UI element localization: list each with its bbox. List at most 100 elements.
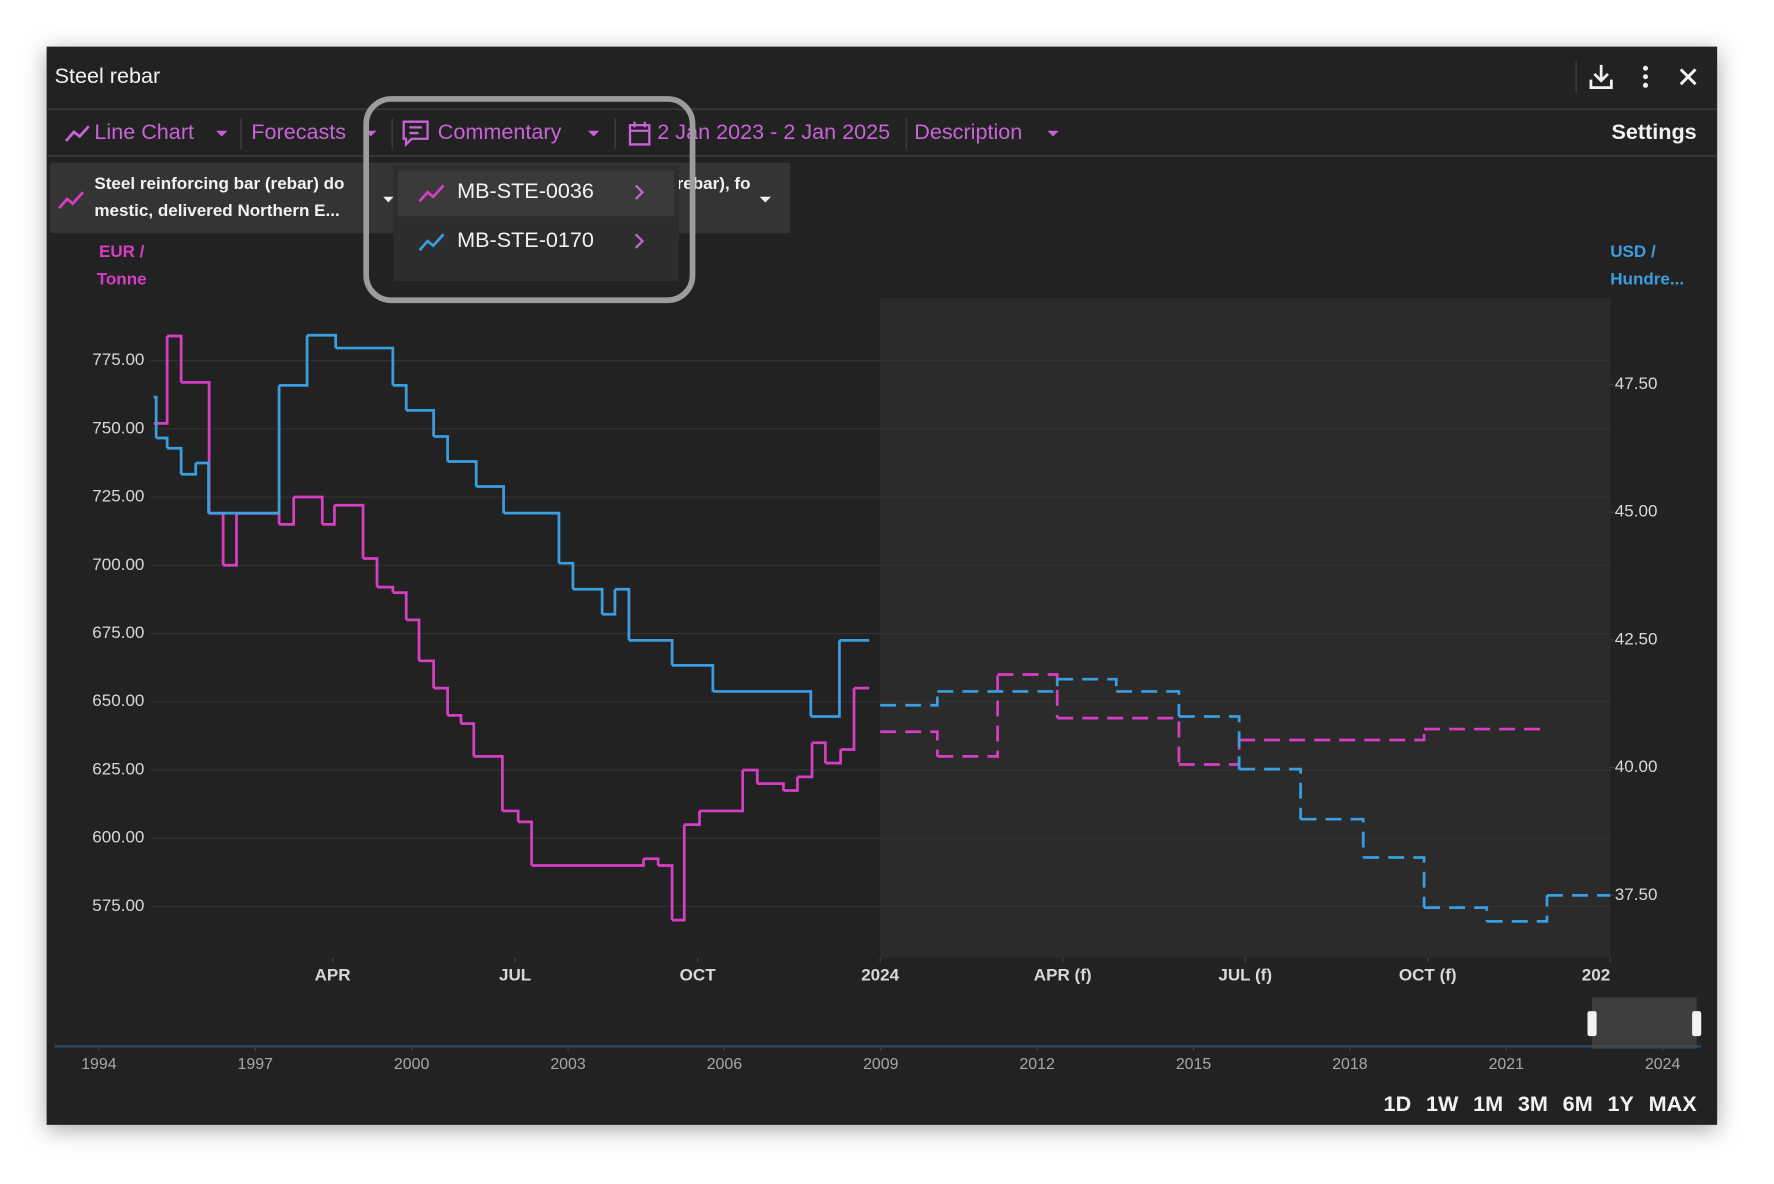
toolbar-label: 2 Jan 2023 - 2 Jan 2025 [657, 119, 890, 144]
line-segment [363, 557, 379, 588]
line-segment [757, 782, 785, 791]
y2-tick-label: 37.50 [1615, 885, 1658, 904]
x-tick-label: 202 [1582, 965, 1610, 984]
window-title: Steel rebar [55, 63, 161, 88]
line-segment [699, 770, 745, 813]
line-segment [518, 820, 533, 866]
line-segment [840, 688, 856, 751]
line-segment [797, 742, 814, 779]
navigator-tick-label: 2006 [707, 1056, 743, 1073]
forecast-line-segment [880, 730, 939, 757]
navigator-tick-label: 2009 [863, 1056, 899, 1073]
line-segment [208, 385, 281, 515]
y2-tick-label: 42.50 [1615, 629, 1658, 648]
y-tick-label: 650.00 [92, 691, 144, 710]
line-segment [572, 587, 604, 615]
y-axis-title: EUR / [99, 242, 145, 261]
y-tick-label: 750.00 [92, 418, 144, 437]
chart-type-menu[interactable]: Line Chart [64, 119, 228, 144]
commentary-menu[interactable]: Commentary [402, 119, 600, 148]
line-segment [684, 810, 701, 826]
line-segment [602, 589, 617, 616]
line-segment [223, 513, 238, 567]
line-segment [473, 754, 504, 811]
navigator-tick-label: 2024 [1645, 1056, 1681, 1073]
line-segment [502, 809, 520, 822]
chart: 575.00 600.00 625.00 650.00 675.00 700.00 725.… [92, 242, 1684, 984]
line-segment [558, 561, 575, 590]
line-segment [153, 335, 169, 425]
line-segment [447, 714, 463, 724]
close-button[interactable] [1679, 68, 1697, 86]
download-button[interactable] [1589, 64, 1613, 89]
settings-button[interactable]: Settings [1611, 119, 1696, 144]
navigator-tick-label: 1994 [81, 1056, 117, 1073]
dropdown-item-label: MB-STE-0170 [457, 227, 594, 252]
y2-axis-title: USD / [1610, 242, 1656, 261]
dropdown-item[interactable]: MB-STE-0170 [418, 227, 645, 252]
navigator-tick-label: 2012 [1019, 1056, 1055, 1073]
line-segment [783, 776, 799, 792]
line-segment [810, 640, 841, 718]
line-segment [307, 333, 338, 349]
x-tick-label: OCT (f) [1399, 965, 1457, 984]
description-menu[interactable]: Description [914, 119, 1059, 144]
y-tick-label: 775.00 [92, 350, 144, 369]
range-button[interactable]: 6M [1563, 1091, 1593, 1116]
range-button[interactable]: 1M [1473, 1091, 1503, 1116]
y-tick-label: 575.00 [92, 896, 144, 915]
legend-text: mestic, delivered Northern E... [94, 201, 339, 220]
forecasts-menu[interactable]: Forecasts [251, 119, 377, 144]
commentary-dropdown: MB-STE-0036 MB-STE-0170 [393, 166, 679, 281]
forecast-line-segment [1116, 690, 1181, 717]
forecast-line-segment [997, 673, 1059, 719]
more-button[interactable] [1642, 65, 1649, 88]
line-segment [672, 824, 686, 922]
range-button[interactable]: MAX [1649, 1091, 1698, 1116]
line-segment [419, 659, 435, 689]
forecast-line-segment [1424, 906, 1489, 922]
navigator-handle[interactable] [1587, 1011, 1597, 1037]
navigator-handle[interactable] [1692, 1011, 1702, 1037]
forecast-line-segment [1239, 729, 1426, 742]
series-icon [418, 233, 445, 252]
line-segment [153, 395, 158, 438]
toolbar-label: Line Chart [94, 119, 194, 144]
navigator-tick-label: 2015 [1176, 1056, 1212, 1073]
dropdown-highlight [398, 170, 675, 217]
range-button[interactable]: 1Y [1607, 1091, 1634, 1116]
navigator-tick-label: 2018 [1332, 1056, 1368, 1073]
navigator-tick-label: 2003 [550, 1056, 586, 1073]
navigator-selection[interactable] [1592, 997, 1697, 1049]
y2-tick-label: 45.00 [1615, 502, 1658, 521]
line-segment [392, 384, 408, 411]
line-segment [392, 591, 408, 620]
line-segment [156, 436, 169, 449]
range-buttons: MAX 1Y 6M 3M 1M 1W 1D [1384, 1091, 1698, 1116]
x-tick-label: JUL [499, 965, 531, 984]
range-button[interactable]: 1W [1426, 1091, 1459, 1116]
line-segment [531, 858, 645, 867]
dropdown-item[interactable]: MB-STE-0036 [418, 178, 645, 203]
y-axis-title: Tonne [97, 269, 147, 288]
series-icon [418, 184, 445, 203]
date-range-picker[interactable]: 2 Jan 2023 - 2 Jan 2025 [628, 119, 890, 146]
forecast-line-segment [1057, 716, 1181, 765]
x-tick-label: 2024 [861, 965, 899, 984]
y2-tick-label: 47.50 [1615, 374, 1658, 393]
line-segment [167, 446, 183, 475]
range-button[interactable]: 1D [1384, 1091, 1412, 1116]
line-segment [334, 503, 365, 559]
line-segment [476, 485, 505, 514]
navigator-area [54, 995, 1702, 1050]
navigator: 1994 1997 2000 2003 2006 2009 2012 2015 2018 2021… [54, 995, 1702, 1073]
range-button[interactable]: 3M [1518, 1091, 1548, 1116]
line-segment [742, 768, 759, 784]
x-tick-label: APR (f) [1034, 965, 1092, 984]
forecast-line-segment [1486, 895, 1549, 923]
forecast-line-segment [1178, 715, 1241, 770]
forecast-line-segment [1057, 677, 1118, 692]
line-segment [712, 690, 813, 717]
legend-item[interactable]: Steel reinforcing bar (rebar) do mestic,… [58, 174, 394, 220]
